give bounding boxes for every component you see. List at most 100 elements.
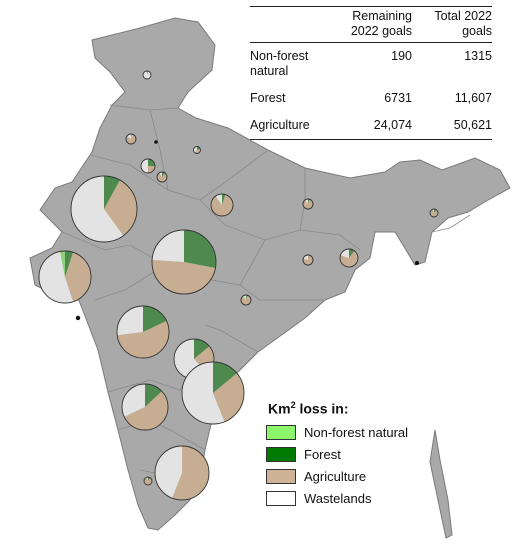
pie-slice-agriculture <box>117 320 169 359</box>
pie-slice-forest <box>213 362 237 393</box>
header-remaining: Remaining 2022 goals <box>350 9 412 38</box>
pie-slice-agriculture <box>241 295 251 305</box>
pie-outline <box>140 158 156 174</box>
pie-slice-forest <box>148 477 151 481</box>
pie-slice-agriculture <box>65 252 91 302</box>
pie-slice-forest <box>349 249 355 258</box>
pie-central-n <box>210 193 234 217</box>
pie-slice-agriculture <box>147 71 149 75</box>
pie-slice-agriculture <box>430 209 438 218</box>
pie-slice-wastelands <box>432 209 434 213</box>
pie-slice-forest <box>148 159 155 166</box>
pie-slice-wastelands <box>159 172 162 177</box>
pie-ne-1 <box>429 208 439 218</box>
pie-karnataka <box>121 383 169 431</box>
pie-east-2 <box>339 248 359 268</box>
legend-item-wastelands: Wastelands <box>266 488 456 510</box>
pie-outline <box>302 198 314 210</box>
pie-slice-agriculture <box>157 172 168 182</box>
pie-outline <box>210 193 234 217</box>
pie-north-2 <box>125 133 137 145</box>
table-row: Non-forest natural 190 1315 <box>250 43 492 86</box>
pie-slice-wastelands <box>305 199 308 204</box>
row-total: 11,607 <box>454 91 492 105</box>
pie-slice-forest <box>104 176 120 209</box>
pie-maharashtra <box>116 305 170 359</box>
pie-kerala <box>143 476 153 486</box>
pie-layer <box>38 70 439 501</box>
row-total: 1315 <box>464 49 492 63</box>
swatch-forest <box>266 447 296 463</box>
pie-outline <box>240 294 252 306</box>
pie-outline <box>429 208 439 218</box>
swatch-agriculture <box>266 469 296 485</box>
pie-slice-forest <box>184 230 216 268</box>
pie-slice-wastelands <box>243 295 246 300</box>
pie-outline <box>193 146 201 154</box>
pie-slice-wastelands <box>340 249 349 258</box>
pie-slice-forest <box>65 251 74 277</box>
row-label: Forest <box>250 91 286 105</box>
pie-north-1 <box>142 70 152 80</box>
row-remaining: 24,074 <box>373 118 412 132</box>
pie-slice-forest <box>194 339 210 359</box>
row-remaining: 190 <box>391 49 412 63</box>
swatch-wastelands <box>266 491 296 507</box>
legend-item-agriculture: Agriculture <box>266 466 456 488</box>
pie-slice-wastelands <box>146 477 148 481</box>
legend: Km2 loss in: Non-forest natural Forest A… <box>266 400 456 510</box>
pie-slice-forest <box>147 71 148 75</box>
pie-slice-forest <box>222 194 226 205</box>
pie-slice-agriculture <box>124 391 168 430</box>
pie-north-3 <box>193 146 201 154</box>
pie-slice-forest <box>145 384 162 407</box>
pie-tamilnadu <box>154 445 210 501</box>
pie-slice-agriculture <box>172 446 209 500</box>
pie-outline <box>70 175 138 243</box>
row-label: Non-forest natural <box>250 49 309 78</box>
legend-label: Agriculture <box>304 469 367 485</box>
pie-outline <box>121 383 169 431</box>
header-total: Total 2022 goals <box>434 9 492 38</box>
pie-slice-agriculture <box>302 199 313 210</box>
pie-outline <box>339 248 359 268</box>
pie-slice-wastelands <box>152 230 184 262</box>
pie-outline <box>125 133 137 145</box>
pie-andhra <box>181 361 245 425</box>
pie-slice-forest <box>143 306 167 332</box>
row-label: Agriculture <box>250 118 310 132</box>
pie-slice-forest <box>434 209 437 213</box>
pie-outline <box>143 476 153 486</box>
pie-slice-forest <box>246 295 248 300</box>
pie-slice-wastelands <box>117 306 143 336</box>
legend-title: Km2 loss in: <box>268 400 349 417</box>
swatch-nonforest <box>266 425 296 441</box>
legend-label: Forest <box>304 447 341 463</box>
pie-outline <box>156 171 168 183</box>
pie-slice-agriculture <box>213 373 244 422</box>
pie-slice-agriculture <box>194 148 201 154</box>
header-blank <box>250 7 330 43</box>
pie-outline <box>38 250 92 304</box>
table-row: Forest 6731 11,607 <box>250 85 492 112</box>
pie-slice-wastelands <box>39 251 74 303</box>
legend-item-nonforest: Non-forest natural <box>266 422 456 444</box>
pie-outline <box>181 361 245 425</box>
islands <box>75 140 453 539</box>
pie-slice-agriculture <box>151 259 216 295</box>
pie-slice-wastelands <box>181 362 225 425</box>
pie-slice-forest <box>308 199 310 204</box>
pie-gujarat <box>38 250 92 304</box>
pie-slice-agriculture <box>340 250 358 267</box>
pie-outline <box>116 305 170 359</box>
pie-slice-forest <box>162 172 165 177</box>
pie-slice-wastelands <box>143 71 151 79</box>
pie-slice-wastelands <box>303 255 308 260</box>
pie-east-1 <box>302 198 314 210</box>
pie-north-5 <box>156 171 168 183</box>
pie-slice-wastelands <box>215 194 222 205</box>
pie-north-4 <box>140 158 156 174</box>
pie-slice-agriculture <box>104 180 137 236</box>
pie-mp <box>151 229 217 295</box>
pie-outline <box>154 445 210 501</box>
